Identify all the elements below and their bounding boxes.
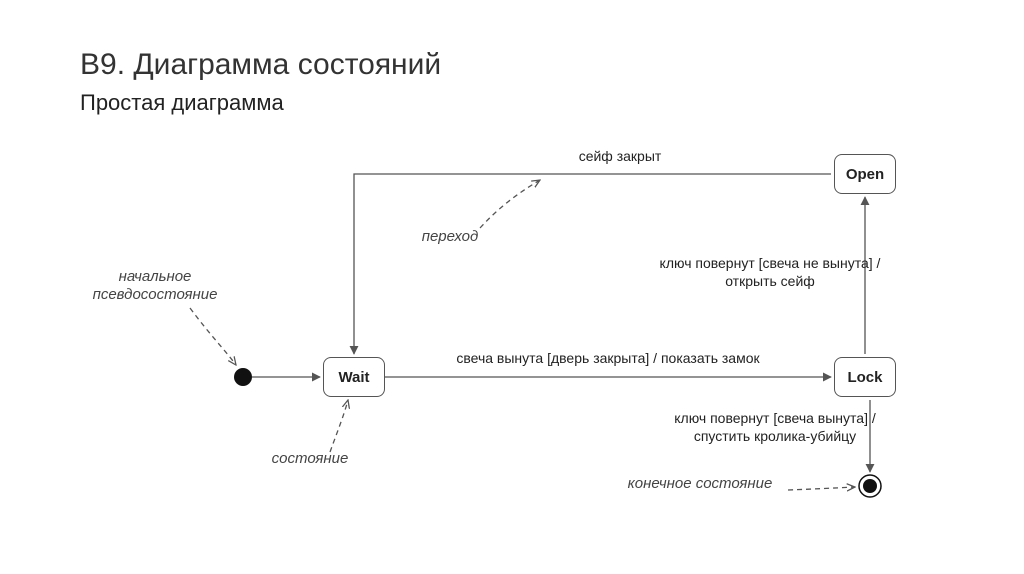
state-open-label: Open: [846, 166, 884, 183]
annotation-final: конечное состояние: [580, 475, 820, 493]
state-lock-label: Lock: [847, 369, 882, 386]
state-lock: Lock: [834, 357, 896, 397]
edge-label-lock-to-final: ключ повернут [свеча вынута] /спустить к…: [575, 410, 975, 445]
edge-label-lock-to-open: ключ повернут [свеча не вынута] /открыть…: [570, 255, 970, 290]
annotation-state: состояние: [190, 450, 430, 468]
edge-label-wait-to-lock: свеча вынута [дверь закрыта] / показать …: [408, 350, 808, 368]
annotation-initial: начальноепсевдосостояние: [35, 268, 275, 304]
edge-label-open-to-wait: сейф закрыт: [420, 148, 820, 166]
state-wait-label: Wait: [338, 369, 369, 386]
state-open: Open: [834, 154, 896, 194]
annotation-transition: переход: [330, 228, 570, 246]
state-wait: Wait: [323, 357, 385, 397]
